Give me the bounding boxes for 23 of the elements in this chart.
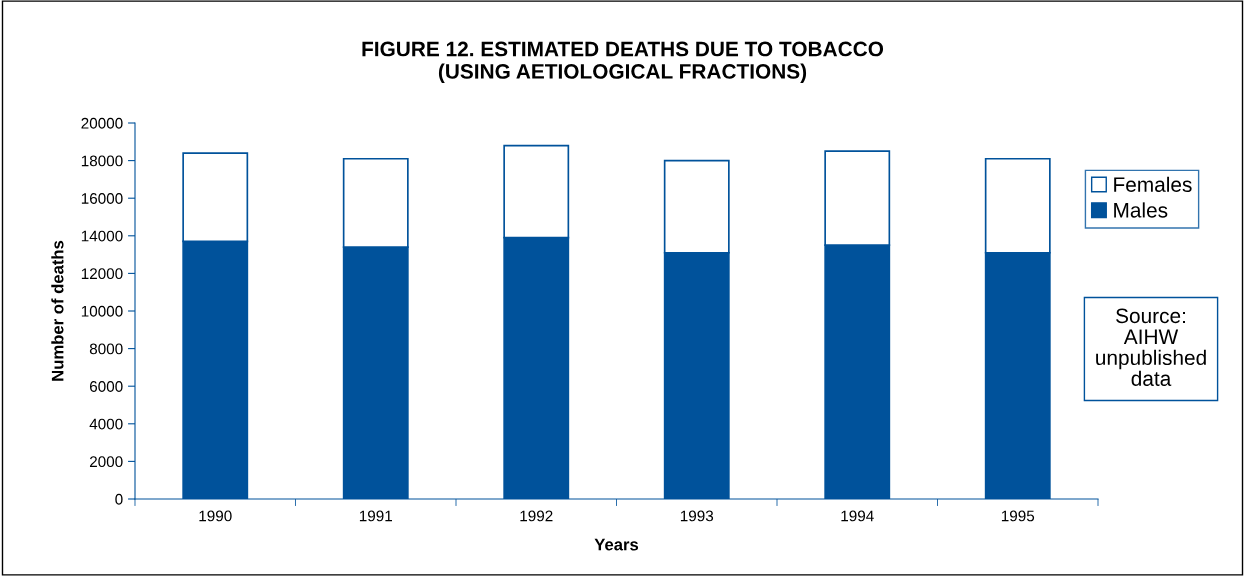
x-tick-label: 1995 (1001, 510, 1035, 522)
y-tick-label: 0 (115, 493, 123, 505)
x-tick-label: 1990 (199, 510, 232, 522)
y-tick-label: 16000 (81, 193, 123, 204)
y-tick-label: 14000 (81, 230, 123, 242)
x-tick-label: 1994 (841, 510, 874, 522)
y-tick-label: 2000 (89, 456, 123, 468)
annotation: Source: AIHW unpublished data (1096, 308, 1206, 386)
x-tick-label: 1992 (520, 510, 553, 522)
y-tick-label: 8000 (89, 343, 123, 355)
legend-label: Males (1114, 202, 1168, 218)
y-axis-title: Number of deaths (51, 240, 64, 381)
x-axis-title: Years (594, 538, 639, 551)
y-tick-label: 20000 (81, 117, 123, 129)
chart-title: FIGURE 12. ESTIMATED DEATHS DUE TO TOBACCO (USING AETIOLOGICAL FRACTIONS) (362, 41, 884, 83)
legend-label: Females (1114, 176, 1192, 192)
y-tick-label: 6000 (89, 381, 123, 392)
x-tick-label: 1993 (680, 510, 714, 522)
y-tick-label: 18000 (81, 155, 123, 167)
x-tick-label: 1991 (359, 510, 392, 522)
y-tick-label: 10000 (81, 305, 123, 317)
y-tick-label: 12000 (81, 268, 123, 280)
y-tick-label: 4000 (89, 418, 123, 430)
